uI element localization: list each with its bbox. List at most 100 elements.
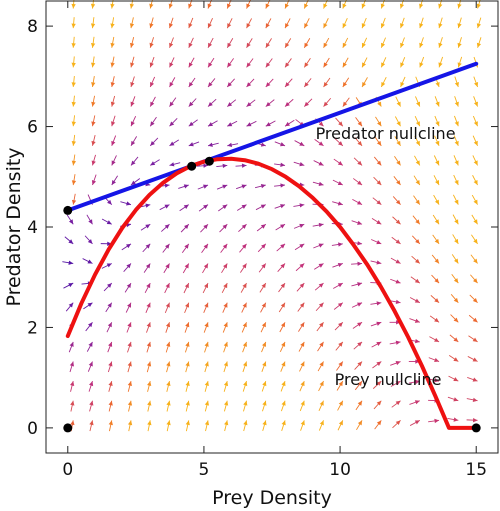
stream-arrowhead: [265, 82, 271, 87]
points-layer: [63, 156, 481, 433]
stream-arrowhead: [415, 140, 420, 146]
stream-arrowhead: [222, 163, 228, 169]
stream-arrowhead: [454, 121, 459, 127]
stream-arrowhead: [246, 42, 251, 48]
stream-arrowhead: [300, 420, 305, 426]
stream-arrowhead: [224, 420, 229, 426]
stream-arrowhead: [476, 23, 481, 29]
stream-arrowhead: [438, 62, 443, 68]
stream-arrowhead: [318, 161, 324, 166]
stream-arrowhead: [169, 162, 175, 167]
stream-arrowhead: [169, 62, 174, 68]
stream-arrowhead: [90, 3, 96, 9]
stream-arrowhead: [242, 302, 247, 308]
stream-arrowhead: [323, 62, 328, 68]
stream-arrowhead: [396, 121, 401, 127]
stream-arrowhead: [419, 3, 424, 9]
stream-arrowhead: [91, 140, 96, 146]
stream-arrowhead: [381, 42, 386, 48]
stream-arrowhead: [419, 62, 424, 68]
stream-arrowhead: [381, 62, 386, 68]
stream-arrowhead: [281, 381, 286, 387]
stream-arrowhead: [395, 279, 401, 284]
stream-arrowhead: [415, 338, 420, 344]
stream-arrowhead: [146, 341, 151, 347]
stream-arrowhead: [71, 199, 77, 205]
stream-arrowhead: [150, 101, 155, 107]
stream-arrowhead: [318, 263, 324, 268]
stream-arrowhead: [262, 400, 267, 406]
stream-arrowhead: [260, 184, 266, 189]
stream-arrowhead: [169, 101, 174, 107]
prey-nullcline-curve: [65, 156, 479, 430]
stream-arrowhead: [106, 220, 112, 225]
stream-arrowhead: [110, 101, 116, 107]
stream-arrowhead: [415, 239, 420, 244]
stream-arrowhead: [147, 400, 152, 406]
stream-arrowhead: [91, 121, 96, 127]
stream-arrowhead: [285, 82, 290, 87]
y-tick-label: 8: [27, 17, 38, 37]
stream-arrowhead: [204, 400, 210, 406]
stream-arrowhead: [243, 400, 248, 406]
stream-arrowhead: [285, 23, 290, 29]
stream-arrowhead: [304, 42, 309, 48]
stream-arrowhead: [188, 101, 194, 107]
stream-arrowhead: [318, 283, 324, 288]
x-tick-label: 15: [465, 460, 487, 480]
stream-arrowhead: [71, 160, 77, 166]
stream-arrowhead: [414, 420, 420, 425]
stream-arrowhead: [91, 62, 96, 68]
stream-arrowhead: [87, 259, 93, 264]
stream-arrowhead: [415, 180, 420, 186]
stream-arrowhead: [338, 242, 343, 247]
stream-arrowhead: [376, 240, 382, 245]
stream-arrowhead: [241, 163, 247, 168]
stream-arrowhead: [342, 23, 347, 29]
stream-arrowhead: [318, 302, 324, 308]
stream-arrowhead: [357, 220, 363, 225]
stream-arrowhead: [71, 141, 76, 146]
stream-arrowhead: [262, 361, 267, 367]
stream-arrowhead: [472, 337, 478, 342]
stream-arrowhead: [71, 121, 76, 127]
stream-arrowhead: [227, 62, 232, 68]
stream-arrowhead: [106, 263, 112, 268]
stream-arrowhead: [145, 243, 151, 249]
stream-arrowhead: [71, 23, 76, 29]
stream-arrowhead: [434, 199, 440, 205]
stream-arrowhead: [318, 181, 324, 186]
stream-arrowhead: [166, 381, 171, 387]
stream-arrowhead: [357, 282, 363, 287]
stream-arrowhead: [149, 3, 154, 9]
stream-arrowhead: [299, 302, 305, 308]
stream-arrowhead: [166, 420, 171, 426]
stream-arrowhead: [70, 420, 75, 426]
stream-arrowhead: [246, 122, 252, 127]
stream-arrowhead: [415, 258, 420, 264]
stream-arrowhead: [127, 302, 131, 308]
stream-arrowhead: [280, 263, 286, 269]
stream-arrowhead: [415, 121, 420, 127]
stream-arrowhead: [377, 121, 382, 127]
stream-arrowhead: [227, 102, 233, 107]
stream-arrowhead: [285, 101, 290, 107]
stream-arrowhead: [207, 3, 212, 9]
stream-arrowhead: [357, 160, 363, 166]
stream-arrowhead: [241, 204, 247, 209]
stream-arrowhead: [395, 381, 401, 386]
predator-nullcline-line: [65, 61, 479, 213]
stream-arrowhead: [246, 3, 251, 9]
stream-arrowhead: [476, 3, 481, 9]
stream-arrowhead: [285, 42, 290, 48]
stream-arrowhead: [419, 23, 424, 29]
stream-arrowhead: [222, 224, 228, 229]
stream-arrowhead: [243, 381, 248, 387]
stream-arrowhead: [454, 199, 459, 205]
stream-arrowhead: [376, 400, 382, 406]
stream-arrowhead: [204, 381, 209, 387]
stream-arrowhead: [227, 142, 233, 148]
stream-arrowhead: [169, 141, 175, 146]
stream-arrowhead: [337, 302, 343, 308]
